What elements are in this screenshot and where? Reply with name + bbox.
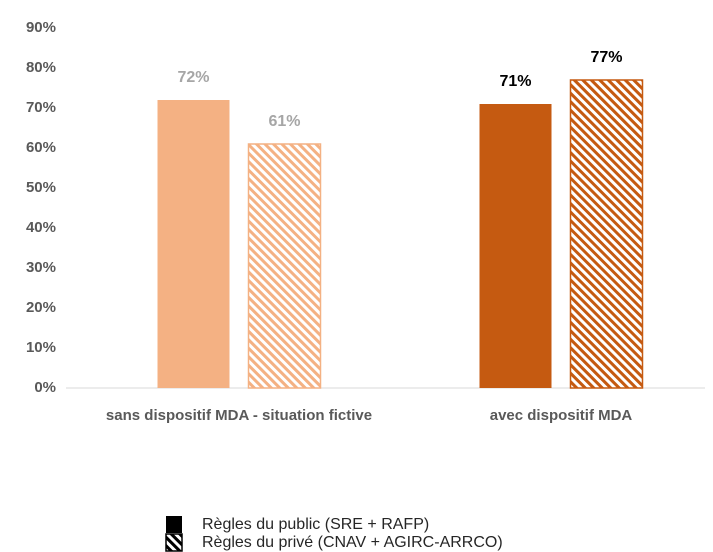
y-tick-label: 10% bbox=[26, 339, 56, 356]
y-tick-label: 60% bbox=[26, 139, 56, 156]
y-tick-label: 90% bbox=[26, 19, 56, 36]
y-tick-label: 80% bbox=[26, 59, 56, 76]
x-tick-label: avec dispositif MDA bbox=[489, 407, 633, 424]
value-label: 77% bbox=[590, 49, 622, 66]
legend-swatch bbox=[166, 516, 182, 533]
value-label: 61% bbox=[268, 113, 300, 130]
y-tick-label: 40% bbox=[26, 219, 56, 236]
value-label: 72% bbox=[177, 69, 209, 86]
legend-swatch bbox=[165, 533, 183, 552]
y-tick-label: 30% bbox=[26, 259, 56, 276]
bar bbox=[157, 100, 230, 388]
y-tick-label: 0% bbox=[34, 379, 56, 396]
y-tick-label: 50% bbox=[26, 179, 56, 196]
bar bbox=[569, 79, 644, 389]
legend-label: Règles du public (SRE + RAFP) bbox=[202, 516, 429, 533]
legend-label: Règles du privé (CNAV + AGIRC-ARRCO) bbox=[202, 534, 503, 551]
y-tick-label: 70% bbox=[26, 99, 56, 116]
bar bbox=[479, 104, 552, 388]
y-tick-label: 20% bbox=[26, 299, 56, 316]
x-tick-label: sans dispositif MDA - situation fictive bbox=[105, 407, 373, 424]
bar bbox=[247, 143, 322, 389]
value-label: 71% bbox=[499, 73, 531, 90]
